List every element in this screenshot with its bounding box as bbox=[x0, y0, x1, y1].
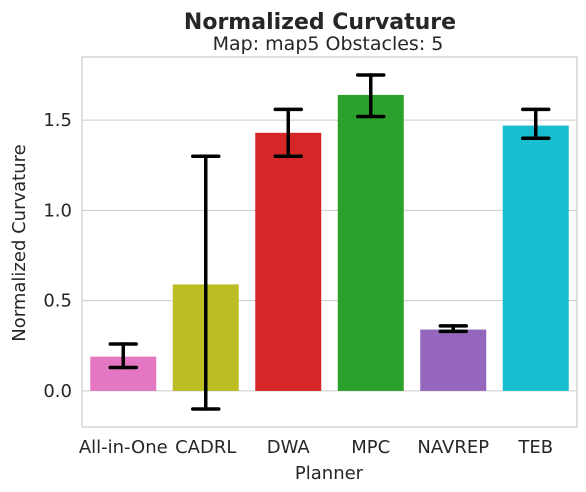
error-bar bbox=[521, 107, 551, 140]
x-tick-label: NAVREP bbox=[417, 437, 489, 458]
y-tick-label: 1.5 bbox=[43, 110, 72, 131]
y-tick-label: 0.0 bbox=[43, 381, 72, 402]
bar bbox=[255, 132, 322, 391]
y-tick-label: 0.5 bbox=[43, 291, 72, 312]
plot-frame bbox=[81, 56, 578, 428]
error-bar bbox=[273, 107, 303, 159]
y-tick-labels: 0.0 0.5 1.0 1.5 bbox=[43, 110, 72, 402]
x-tick-label: CADRL bbox=[175, 437, 236, 458]
error-bar bbox=[438, 324, 468, 334]
error-bars bbox=[108, 73, 551, 411]
bars bbox=[90, 94, 569, 391]
y-axis-label: Normalized Curvature bbox=[9, 144, 30, 341]
bar bbox=[420, 329, 487, 391]
chart-subtitle: Map: map5 Obstacles: 5 bbox=[213, 33, 444, 55]
error-bar bbox=[108, 342, 138, 370]
error-bar bbox=[356, 73, 386, 119]
x-axis-label: Planner bbox=[295, 463, 364, 484]
y-tick-label: 1.0 bbox=[43, 200, 72, 221]
x-tick-label: All-in-One bbox=[79, 437, 168, 458]
bar bbox=[502, 125, 569, 391]
x-tick-label: MPC bbox=[351, 437, 390, 458]
gridlines bbox=[82, 119, 577, 392]
chart-title: Normalized Curvature bbox=[184, 10, 456, 35]
error-bar bbox=[191, 154, 221, 411]
x-tick-labels: All-in-One CADRL DWA MPC NAVREP TEB bbox=[79, 437, 553, 458]
bar bbox=[337, 94, 404, 391]
x-tick-label: DWA bbox=[267, 437, 311, 458]
x-tick-label: TEB bbox=[517, 437, 553, 458]
